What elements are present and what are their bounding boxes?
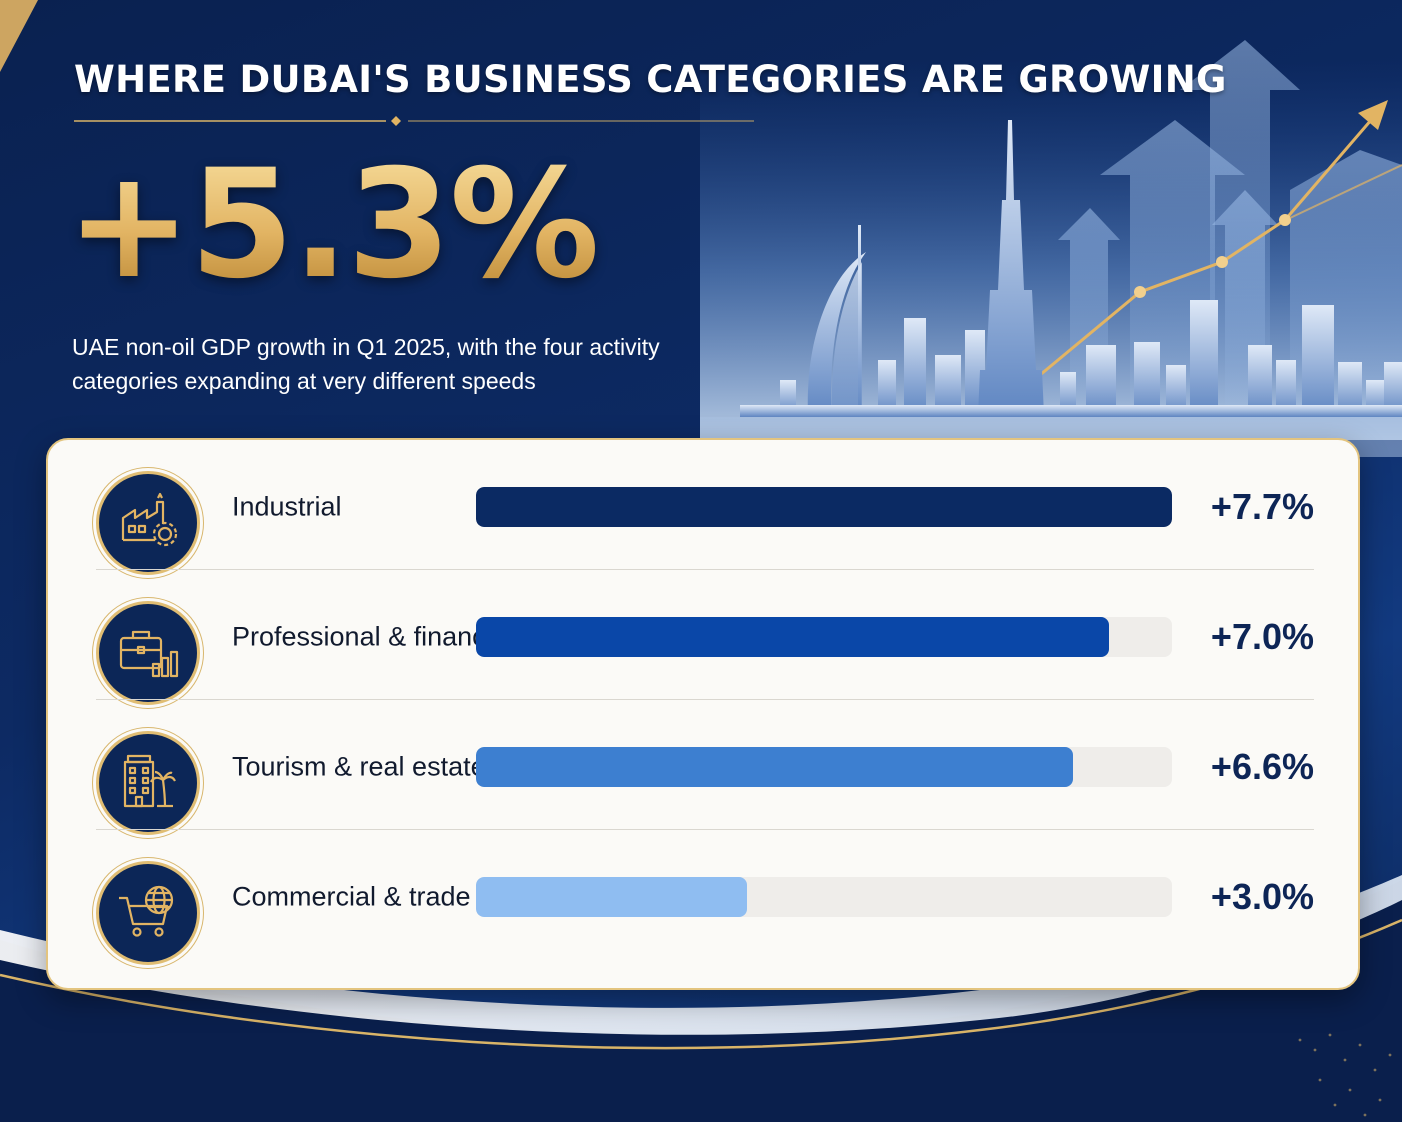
row-divider (96, 699, 1314, 700)
value-label: +7.7% (1210, 486, 1314, 527)
chart-row-tourism-real-estate: Tourism & real estate +6.6% (48, 700, 1362, 835)
headline-stat: +5.3% (66, 138, 600, 312)
briefcase-chart-icon (96, 601, 200, 705)
bar-track (476, 487, 1172, 527)
bar-track (476, 617, 1172, 657)
title-divider (74, 116, 754, 126)
bar-track (476, 747, 1172, 787)
row-label: Tourism & real estate (232, 751, 486, 782)
factory-gear-icon (96, 471, 200, 575)
value-label: +6.6% (1210, 746, 1314, 787)
row-divider (96, 569, 1314, 570)
chart-row-commercial-trade: Commercial & trade +3.0% (48, 830, 1362, 965)
chart-row-professional-financial: Professional & financial +7.0% (48, 570, 1362, 705)
row-label: Industrial (232, 491, 342, 522)
page-title: WHERE DUBAI'S BUSINESS CATEGORIES ARE GR… (74, 58, 1227, 101)
value-label: +3.0% (1210, 876, 1314, 917)
subtitle: UAE non-oil GDP growth in Q1 2025, with … (72, 334, 660, 394)
category-bar-chart: Industrial +7.7% Professional & financia… (46, 438, 1360, 990)
chart-row-industrial: Industrial +7.7% (48, 440, 1362, 575)
value-label: +7.0% (1210, 616, 1314, 657)
dubai-skyline-decoration (740, 120, 1402, 417)
bar-track (476, 877, 1172, 917)
row-label: Commercial & trade (232, 881, 471, 912)
bar-commercial-trade (476, 877, 748, 917)
bar-tourism-real-estate (476, 747, 1073, 787)
bar-industrial (476, 487, 1172, 527)
row-divider (96, 829, 1314, 830)
hotel-palm-icon (96, 731, 200, 835)
row-label: Professional & financial (232, 621, 513, 652)
bar-professional-financial (476, 617, 1109, 657)
gold-trend-line-decoration (1039, 100, 1402, 377)
cart-globe-icon (96, 861, 200, 965)
